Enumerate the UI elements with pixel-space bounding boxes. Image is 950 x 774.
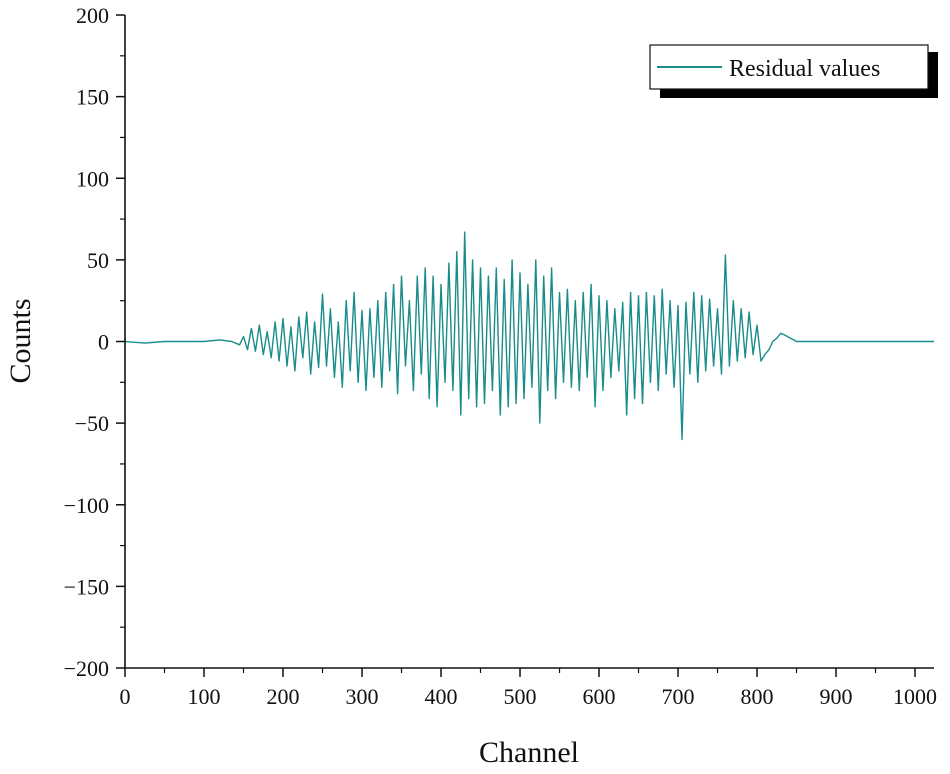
x-tick-label: 700 (662, 684, 695, 709)
x-tick-label: 300 (346, 684, 379, 709)
x-axis-title: Channel (479, 736, 579, 769)
y-tick-label: −100 (64, 493, 109, 518)
x-axis-ticks: 0 100 200 300 400 500 600 700 800 900 1000 (120, 668, 937, 709)
y-axis-ticks: 200 150 100 50 0 −50 −100 −150 −200 (64, 3, 125, 681)
x-tick-label: 900 (820, 684, 853, 709)
y-axis-title: Counts (4, 298, 37, 383)
x-tick-label: 500 (504, 684, 537, 709)
legend-label-residual: Residual values (729, 56, 880, 82)
x-tick-label: 100 (188, 684, 221, 709)
x-tick-label: 1000 (893, 684, 937, 709)
x-tick-label: 400 (425, 684, 458, 709)
y-tick-label: 150 (76, 85, 109, 110)
x-tick-label: 600 (583, 684, 616, 709)
legend: Residual values (649, 44, 938, 98)
x-tick-label: 0 (120, 684, 131, 709)
y-tick-label: −150 (64, 574, 109, 599)
x-tick-label: 800 (741, 684, 774, 709)
y-tick-label: 200 (76, 3, 109, 28)
y-tick-label: 0 (98, 330, 109, 355)
plot-area (124, 231, 934, 441)
series-line-residual (124, 231, 934, 441)
y-tick-label: −50 (75, 411, 109, 436)
y-tick-label: 50 (87, 248, 109, 273)
y-tick-label: 100 (76, 166, 109, 191)
y-tick-label: −200 (64, 656, 109, 681)
x-tick-label: 200 (267, 684, 300, 709)
